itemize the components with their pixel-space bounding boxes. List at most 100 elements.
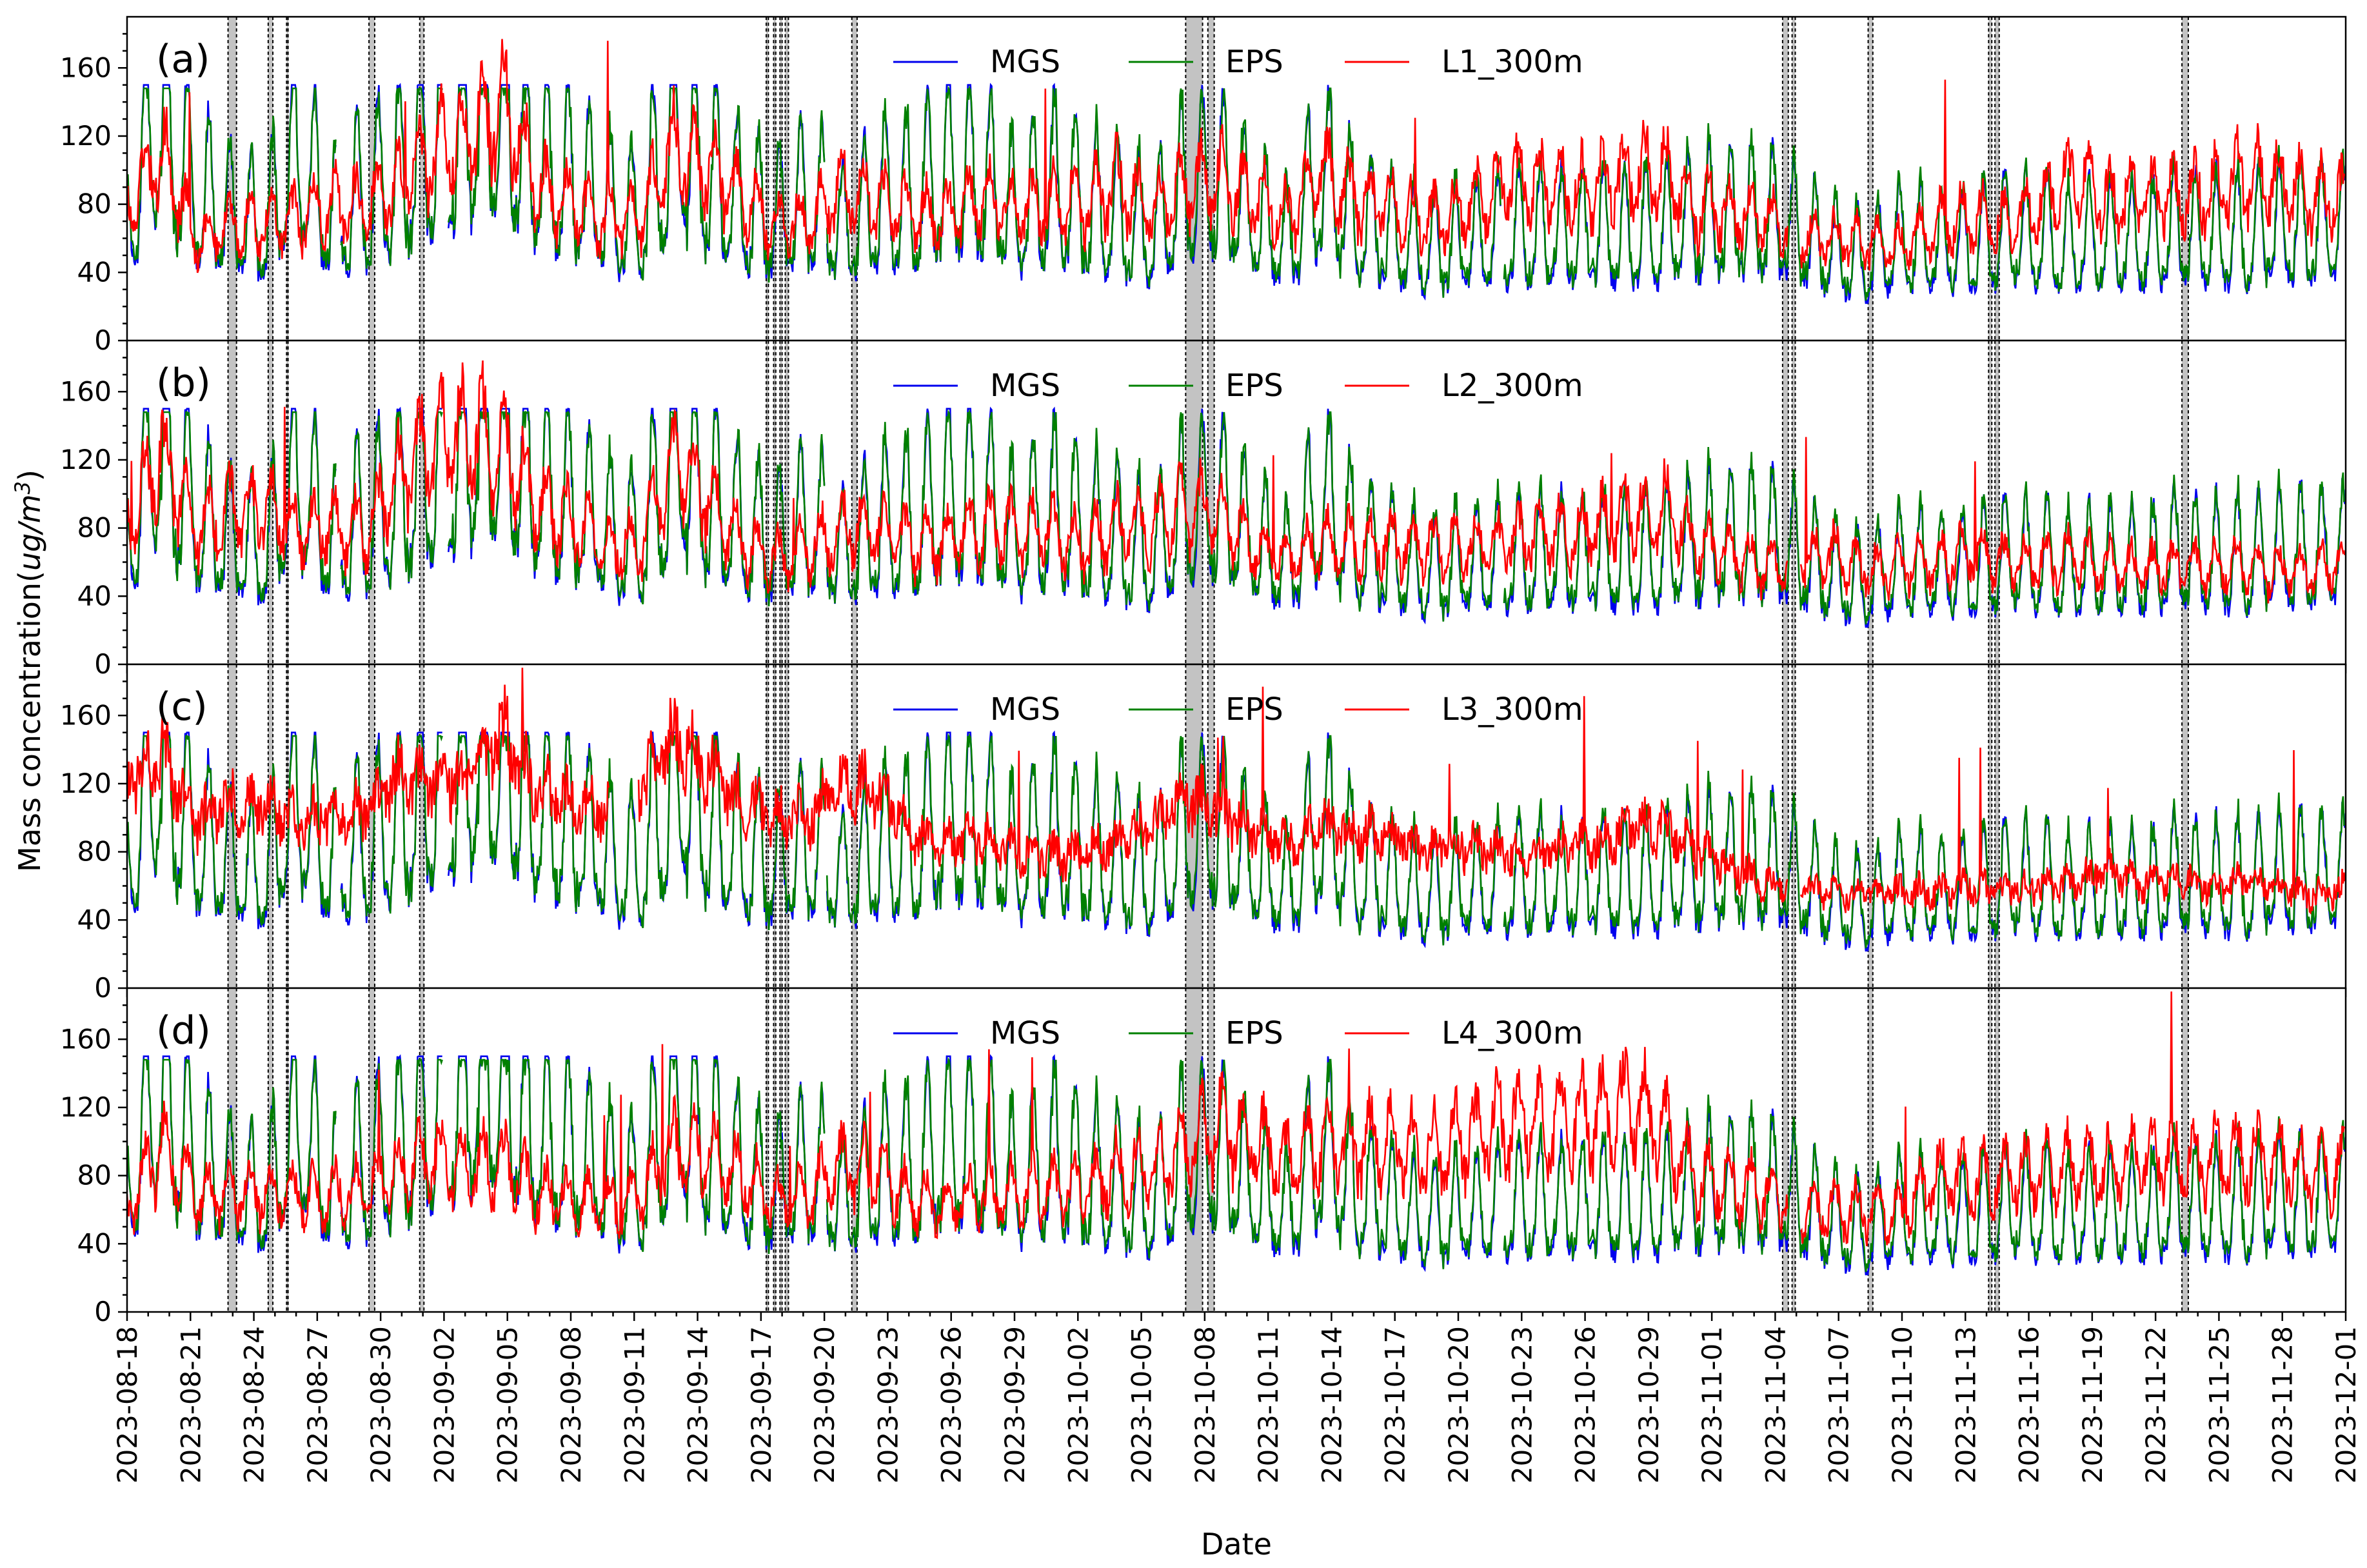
y-axis-title-unit: ug/m [12,494,47,571]
shaded-interval [1995,664,1999,988]
shaded-interval [785,17,789,341]
x-tick-label: 2023-11-13 [1950,1326,1981,1484]
shaded-interval [1782,988,1788,1312]
y-tick-label: 80 [77,512,112,544]
plot-border [126,987,2347,1313]
shaded-interval [785,664,789,988]
shaded-interval [766,988,769,1312]
x-tick-label: 2023-09-29 [999,1326,1031,1484]
shaded-interval [773,17,776,341]
panel-tag: (c) [156,684,208,729]
shaded-interval [1792,17,1796,341]
legend-entry: L4_300m [1441,1015,1583,1051]
legend: MGS EPS L4_300m [893,1015,1583,1051]
shaded-interval [1868,17,1873,341]
shaded-interval [369,341,375,664]
y-tick-label: 80 [77,836,112,868]
shaded-interval [1988,988,1992,1312]
panel-3: 0 40 80 120 160 (c) MGS EPS L3_300m [60,663,2347,1004]
shaded-interval [1185,341,1203,664]
y-axis-title-main: Mass concentration( [12,571,47,872]
shaded-interval [2182,17,2188,341]
shaded-interval [1792,341,1796,664]
x-tick-label: 2023-10-29 [1633,1326,1665,1484]
shaded-interval [851,988,857,1312]
series-lines [127,360,2346,628]
shaded-interval [1868,988,1873,1312]
shaded-interval [1988,664,1992,988]
y-tick-label: 160 [60,1023,112,1055]
legend: MGS EPS L1_300m [893,44,1583,80]
x-tick-label: 2023-10-23 [1506,1326,1538,1484]
x-tick-label: 2023-10-17 [1380,1326,1411,1484]
shaded-interval [780,664,782,988]
x-tick-label: 2023-09-20 [809,1326,840,1484]
shaded-interval [766,341,769,664]
y-axis-title: Mass concentration(ug/m3) [10,470,47,872]
y-axis: 0 40 80 120 160 [60,357,127,680]
shaded-interval [268,341,273,664]
x-tick-label: 2023-11-19 [2077,1326,2108,1484]
y-tick-label: 0 [94,1296,112,1327]
y-tick-label: 40 [77,580,112,611]
legend-entry: L3_300m [1441,691,1583,728]
series-lines [127,39,2346,304]
y-tick-label: 120 [60,768,112,799]
shaded-interval [773,341,776,664]
x-tick-label: 2023-08-30 [365,1326,397,1484]
shaded-interval [851,341,857,664]
shaded-interval [419,664,424,988]
series-line-L4_300m [127,991,2346,1247]
shaded-interval [785,341,789,664]
shaded-interval [268,988,273,1312]
shaded-interval [369,17,375,341]
y-tick-label: 40 [77,1227,112,1259]
shaded-interval [1185,17,1203,341]
shaded-interval [1988,17,1992,341]
y-tick-label: 80 [77,1160,112,1191]
x-tick-label: 2023-11-22 [2140,1326,2172,1484]
legend-entry: MGS [990,1015,1060,1051]
shaded-interval [1995,341,1999,664]
x-tick-label: 2023-11-04 [1759,1326,1791,1484]
panel-1: 0 40 80 120 160 (a) MGS EPS L1_300m [60,15,2347,356]
shaded-interval [780,341,782,664]
x-tick-label: 2023-11-01 [1696,1326,1728,1484]
shaded-interval [2182,341,2188,664]
y-tick-label: 160 [60,375,112,407]
shaded-interval [773,664,776,988]
shaded-interval [369,664,375,988]
shaded-interval [1868,341,1873,664]
y-tick-label: 80 [77,188,112,220]
x-tick-label: 2023-09-11 [619,1326,650,1484]
shaded-intervals [227,341,2189,664]
y-axis: 0 40 80 120 160 [60,33,127,356]
shaded-interval [766,17,769,341]
x-tick-label: 2023-10-08 [1189,1326,1221,1484]
x-tick-label: 2023-08-21 [175,1326,206,1484]
legend: MGS EPS L3_300m [893,691,1583,728]
panel-tag: (b) [156,361,211,406]
shaded-interval [851,17,857,341]
y-tick-label: 120 [60,120,112,152]
shaded-interval [1782,664,1788,988]
shaded-interval [2182,664,2188,988]
y-axis: 0 40 80 120 160 [60,1004,127,1327]
shaded-interval [1868,664,1873,988]
x-tick-label: 2023-09-26 [936,1326,967,1484]
shaded-interval [1995,988,1999,1312]
y-tick-label: 0 [94,648,112,680]
legend-entry: EPS [1225,368,1283,404]
x-tick-label: 2023-10-26 [1570,1326,1601,1484]
series-lines [127,668,2346,952]
panel-4: 0 40 80 120 160 (d) MGS EPS L4_300m [60,987,2347,1327]
legend: MGS EPS L2_300m [893,368,1583,404]
shaded-interval [1207,341,1214,664]
series-lines [127,991,2346,1276]
legend-entry: EPS [1225,691,1283,728]
x-tick-label: 2023-09-05 [492,1326,524,1484]
shaded-interval [780,988,782,1312]
x-tick-label: 2023-08-18 [112,1326,143,1484]
x-tick-label: 2023-11-10 [1887,1326,1918,1484]
